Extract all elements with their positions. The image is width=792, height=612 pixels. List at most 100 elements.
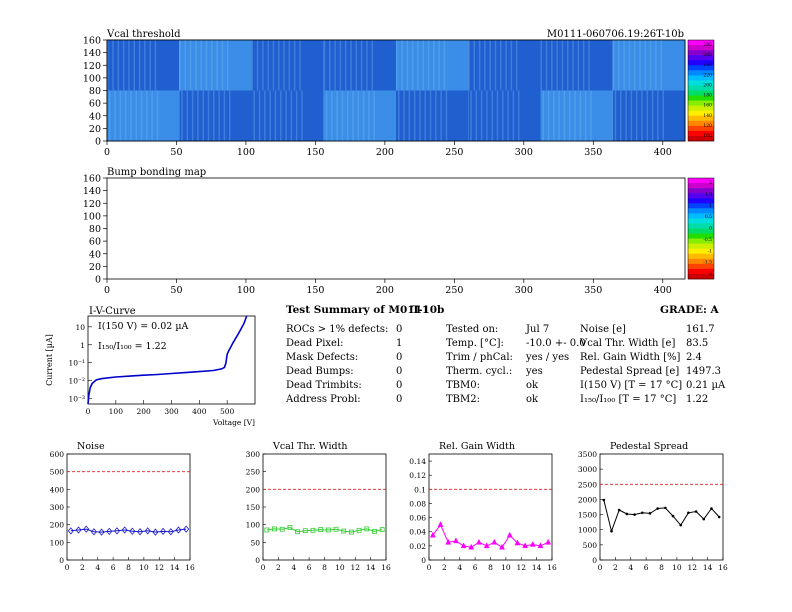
palette-label: 260: [703, 52, 712, 58]
palette-swatch: [688, 273, 714, 280]
palette-swatch: [688, 135, 714, 142]
small-y-tick-label: 100: [50, 538, 65, 547]
iv-y-tick-label: 10: [75, 323, 85, 332]
result-label: I₁₅₀/I₁₀₀ [T = 17 °C]: [580, 394, 677, 405]
map-texture: [251, 40, 253, 91]
noise-plot: Noise 0 2 4 6 8 10 12 14 16 0 100 200 300 400 500 600: [50, 441, 195, 572]
summary-title-suffix: T-10b: [412, 304, 445, 316]
map-texture: [475, 90, 478, 141]
palette-label: 1.5: [705, 191, 712, 197]
data-point: [302, 528, 308, 534]
bump-color-palette: 2 1.5 1 0.5 0 -0.5 -1 -1.5 -2: [687, 177, 715, 280]
map-texture: [556, 40, 558, 91]
roc-block: [396, 90, 469, 141]
x-tick-label: 150: [306, 285, 324, 296]
iv-frame: [87, 315, 256, 405]
x-tick-label: 0: [104, 147, 110, 158]
small-x-tick-label: 2: [442, 563, 447, 572]
vcal-map-plot: 0 50 100 150 200 250 300 350 4000204060801001201…: [83, 36, 686, 158]
result-value: 0.21 µA: [686, 380, 726, 391]
map-texture: [107, 40, 109, 91]
map-texture: [551, 40, 553, 91]
data-point: [617, 508, 621, 512]
defect-value: 1: [396, 338, 403, 349]
iv-y-tick-label: 1: [80, 341, 85, 350]
roc-block: [107, 90, 180, 141]
map-texture: [403, 90, 405, 141]
small-x-tick-label: 16: [185, 563, 195, 572]
small-x-tick-label: 16: [381, 563, 391, 572]
defect-label: Mask Defects:: [286, 352, 359, 363]
map-texture: [285, 90, 287, 141]
y-tick-label: 160: [83, 174, 101, 185]
bump-bonding-map-panel: Bump bonding map 0 50 100 150 200 250 300 350 40…: [83, 167, 715, 296]
palette-swatch: [688, 228, 714, 234]
roc-block: [251, 90, 324, 141]
map-texture: [577, 40, 580, 91]
y-tick-label: 60: [89, 99, 101, 110]
palette-swatch: [688, 208, 714, 214]
map-texture: [205, 40, 208, 91]
y-tick-label: 140: [83, 48, 101, 59]
condition-value: yes / yes: [526, 352, 570, 363]
map-texture: [478, 40, 481, 91]
map-texture: [540, 40, 542, 91]
small-y-tick-label: 200: [246, 485, 261, 494]
palette-label: 0.5: [705, 214, 712, 220]
result-label: I(150 V) [T = 17 °C]: [580, 380, 683, 391]
data-point: [98, 528, 105, 536]
y-tick-label: 100: [83, 73, 101, 84]
data-point: [602, 498, 606, 502]
map-texture: [584, 90, 587, 141]
map-texture: [146, 90, 148, 141]
data-point: [272, 526, 277, 532]
small-y-tick-label: 200: [50, 521, 65, 530]
data-point: [90, 528, 97, 536]
palette-swatch: [688, 253, 714, 260]
y-tick-label: 80: [89, 224, 101, 235]
map-texture: [590, 90, 592, 141]
data-point: [445, 538, 452, 545]
map-texture: [140, 90, 143, 141]
iv-curve-line: [87, 315, 248, 405]
iv-x-tick-label: 200: [137, 407, 152, 416]
test-summary: Test Summary of M0111 T-10b GRADE: A ROC…: [280, 304, 750, 414]
small-x-tick-label: 6: [644, 563, 649, 572]
map-texture: [269, 90, 271, 141]
map-texture: [646, 90, 649, 141]
data-point: [437, 521, 444, 527]
summary-title: Test Summary of M0111: [286, 304, 430, 316]
map-texture: [614, 90, 617, 141]
condition-label: TBM2:: [446, 394, 480, 405]
small-y-tick-label: 600: [50, 450, 65, 459]
map-texture: [515, 40, 518, 91]
palette-swatch: [688, 258, 714, 265]
data-point: [113, 527, 120, 535]
x-tick-label: 400: [654, 147, 672, 158]
data-point: [453, 537, 459, 544]
data-point: [702, 517, 706, 521]
map-texture: [253, 90, 255, 141]
small-plot-frame: [262, 453, 387, 561]
roc-block: [396, 40, 469, 91]
iv-plot: 0 100 200 300 400 500 10 1 10⁻¹ 10⁻² 10⁻³ Voltage […: [45, 315, 256, 427]
small-y-tick-label: 3000: [578, 465, 597, 474]
map-texture: [223, 90, 226, 141]
map-texture: [122, 40, 125, 91]
map-texture: [662, 90, 664, 141]
data-point: [514, 539, 521, 546]
map-texture: [339, 40, 342, 91]
small-y-tick-label: 400: [50, 485, 65, 494]
data-point: [717, 515, 721, 519]
small-x-tick-label: 0: [598, 563, 603, 572]
map-texture: [419, 90, 421, 141]
palette-swatch: [688, 263, 714, 270]
map-texture: [371, 40, 373, 91]
defect-label: ROCs > 1% defects:: [286, 324, 389, 335]
small-x-tick-label: 2: [276, 563, 281, 572]
grade-label: GRADE: A: [660, 304, 719, 316]
bump-map-plot: 0 50 100 150 200 250 300 350 4000204060801001201…: [83, 174, 686, 296]
map-texture: [299, 40, 301, 91]
palette-swatch: [688, 243, 714, 249]
data-point: [333, 526, 339, 532]
